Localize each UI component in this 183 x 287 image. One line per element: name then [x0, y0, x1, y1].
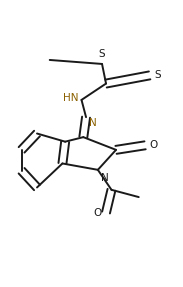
Text: HN: HN	[63, 94, 79, 103]
Text: O: O	[149, 140, 157, 150]
Text: N: N	[101, 172, 108, 183]
Text: O: O	[94, 208, 102, 218]
Text: S: S	[154, 70, 161, 80]
Text: S: S	[99, 49, 105, 59]
Text: N: N	[89, 118, 97, 128]
